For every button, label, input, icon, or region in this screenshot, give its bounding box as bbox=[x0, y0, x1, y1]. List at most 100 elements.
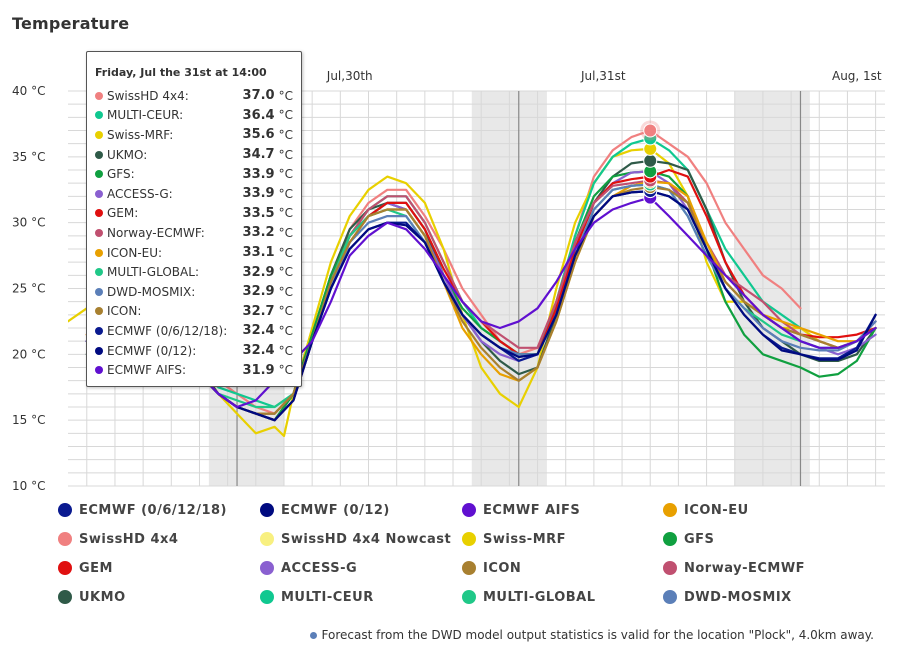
tooltip-series-value: 33.1 bbox=[242, 245, 275, 261]
legend-dot-icon bbox=[462, 503, 476, 517]
tooltip-series-name: MULTI-CEUR: bbox=[107, 108, 184, 123]
tooltip-series-value: 32.4 bbox=[242, 323, 275, 339]
tooltip-unit: °C bbox=[278, 186, 293, 201]
series-dot-icon bbox=[95, 307, 103, 316]
tooltip-series-name: MULTI-GLOBAL: bbox=[107, 265, 199, 280]
tooltip-unit: °C bbox=[278, 343, 293, 358]
tooltip-series-value: 32.9 bbox=[242, 264, 275, 280]
tooltip-unit: °C bbox=[278, 206, 293, 221]
tooltip-series-value: 35.6 bbox=[242, 127, 275, 143]
tooltip-series-name: GEM: bbox=[107, 206, 139, 221]
legend-label: SwissHD 4x4 bbox=[79, 531, 179, 547]
tooltip-rows: SwissHD 4x4: 37.0 °C MULTI-CEUR: 36.4 °C Swiss… bbox=[95, 86, 293, 380]
footnote-text: Forecast from the DWD model output stati… bbox=[321, 628, 874, 642]
y-tick-label: 25 °C bbox=[12, 282, 45, 296]
tooltip-row: UKMO: 34.7 °C bbox=[95, 145, 293, 165]
y-tick-label: 35 °C bbox=[12, 150, 45, 164]
series-dot-icon bbox=[95, 189, 103, 198]
legend-item[interactable]: UKMO bbox=[58, 587, 126, 607]
legend-item[interactable]: Norway-ECMWF bbox=[663, 558, 805, 578]
series-dot-icon bbox=[95, 111, 103, 120]
day-label: Jul,30th bbox=[326, 69, 373, 83]
legend-label: ICON bbox=[483, 560, 522, 576]
legend-dot-icon bbox=[462, 561, 476, 575]
legend-dot-icon bbox=[58, 590, 72, 604]
legend-label: ACCESS-G bbox=[281, 560, 358, 576]
y-tick-label: 10 °C bbox=[12, 479, 45, 493]
legend-item[interactable]: GFS bbox=[663, 529, 714, 549]
tooltip-unit: °C bbox=[278, 363, 293, 378]
tooltip-row: Swiss-MRF: 35.6 °C bbox=[95, 125, 293, 145]
tooltip-series-value: 33.2 bbox=[242, 225, 275, 241]
series-lines bbox=[68, 129, 877, 438]
tooltip-series-name: Swiss-MRF: bbox=[107, 127, 174, 142]
tooltip-series-name: DWD-MOSMIX: bbox=[107, 284, 196, 299]
legend-label: MULTI-CEUR bbox=[281, 589, 374, 605]
legend-dot-icon bbox=[58, 532, 72, 546]
tooltip-row: MULTI-CEUR: 36.4 °C bbox=[95, 106, 293, 126]
legend-item[interactable]: MULTI-GLOBAL bbox=[462, 587, 596, 607]
tooltip-series-name: GFS: bbox=[107, 167, 135, 182]
tooltip-row: ECMWF (0/12): 32.4 °C bbox=[95, 341, 293, 361]
legend-item[interactable]: ACCESS-G bbox=[260, 558, 357, 578]
tooltip-series-name: ACCESS-G: bbox=[107, 186, 173, 201]
day-label: Jul,31st bbox=[580, 69, 626, 83]
legend-label: SwissHD 4x4 Nowcast bbox=[281, 531, 452, 547]
tooltip-title: Friday, Jul the 31st at 14:00 bbox=[95, 66, 267, 79]
tooltip-unit: °C bbox=[278, 245, 293, 260]
legend-item[interactable]: ICON bbox=[462, 558, 521, 578]
legend-item[interactable]: ECMWF AIFS bbox=[462, 500, 580, 520]
tooltip-unit: °C bbox=[278, 284, 293, 299]
tooltip-series-name: ECMWF AIFS: bbox=[107, 363, 186, 378]
legend-dot-icon bbox=[663, 590, 677, 604]
tooltip-unit: °C bbox=[278, 225, 293, 240]
legend-label: ECMWF AIFS bbox=[483, 502, 581, 518]
series-dot-icon bbox=[95, 228, 103, 237]
tooltip-series-value: 33.5 bbox=[242, 205, 275, 221]
legend-dot-icon bbox=[462, 532, 476, 546]
hover-tooltip: Friday, Jul the 31st at 14:00 SwissHD 4x… bbox=[86, 51, 302, 387]
tooltip-series-value: 37.0 bbox=[242, 88, 275, 104]
legend-dot-icon bbox=[58, 503, 72, 517]
tooltip-series-value: 32.7 bbox=[242, 303, 275, 319]
legend-item[interactable]: Swiss-MRF bbox=[462, 529, 566, 549]
legend-label: ECMWF (0/6/12/18) bbox=[79, 502, 228, 518]
tooltip-series-name: UKMO: bbox=[107, 147, 148, 162]
legend-item[interactable]: DWD-MOSMIX bbox=[663, 587, 792, 607]
legend-item[interactable]: GEM bbox=[58, 558, 113, 578]
tooltip-row: Norway-ECMWF: 33.2 °C bbox=[95, 223, 293, 243]
tooltip-row: GFS: 33.9 °C bbox=[95, 164, 293, 184]
chart-title: Temperature bbox=[12, 14, 130, 33]
legend-item[interactable]: SwissHD 4x4 Nowcast bbox=[260, 529, 451, 549]
legend-dot-icon bbox=[58, 561, 72, 575]
series-line bbox=[85, 196, 877, 409]
series-dot-icon bbox=[95, 366, 103, 375]
tooltip-unit: °C bbox=[278, 265, 293, 280]
legend-label: UKMO bbox=[79, 589, 126, 605]
legend-item[interactable]: ECMWF (0/6/12/18) bbox=[58, 500, 227, 520]
y-tick-label: 40 °C bbox=[12, 84, 45, 98]
legend-dot-icon bbox=[663, 503, 677, 517]
legend-dot-icon bbox=[663, 532, 677, 546]
legend-label: Swiss-MRF bbox=[483, 531, 567, 547]
tooltip-series-name: ECMWF (0/12): bbox=[107, 343, 197, 358]
legend-item[interactable]: ECMWF (0/12) bbox=[260, 500, 390, 520]
tooltip-unit: °C bbox=[278, 108, 293, 123]
legend-label: DWD-MOSMIX bbox=[684, 589, 792, 605]
legend-dot-icon bbox=[260, 532, 274, 546]
legend-item[interactable]: MULTI-CEUR bbox=[260, 587, 374, 607]
legend-item[interactable]: ICON-EU bbox=[663, 500, 749, 520]
hover-marker bbox=[643, 123, 658, 138]
series-dot-icon bbox=[95, 91, 103, 100]
tooltip-row: ECMWF AIFS: 31.9 °C bbox=[95, 360, 293, 380]
tooltip-unit: °C bbox=[278, 127, 293, 142]
tooltip-row: MULTI-GLOBAL: 32.9 °C bbox=[95, 262, 293, 282]
tooltip-series-name: Norway-ECMWF: bbox=[107, 225, 205, 240]
tooltip-row: ACCESS-G: 33.9 °C bbox=[95, 184, 293, 204]
tooltip-series-value: 36.4 bbox=[242, 107, 275, 123]
legend-label: GEM bbox=[79, 560, 113, 576]
legend-item[interactable]: SwissHD 4x4 bbox=[58, 529, 178, 549]
tooltip-row: ICON-EU: 33.1 °C bbox=[95, 243, 293, 263]
series-dot-icon bbox=[95, 130, 103, 139]
series-dot-icon bbox=[95, 287, 103, 296]
